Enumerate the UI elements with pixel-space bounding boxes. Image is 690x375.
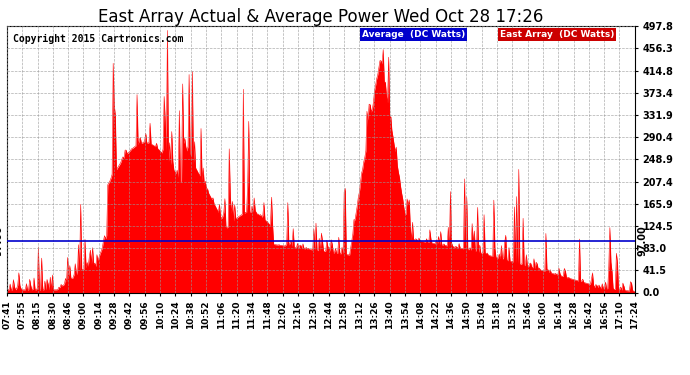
Text: East Array  (DC Watts): East Array (DC Watts) <box>500 30 614 39</box>
Title: East Array Actual & Average Power Wed Oct 28 17:26: East Array Actual & Average Power Wed Oc… <box>98 8 544 26</box>
Text: 97.00: 97.00 <box>638 225 648 256</box>
Text: Average  (DC Watts): Average (DC Watts) <box>362 30 465 39</box>
Text: 97.00: 97.00 <box>0 225 3 256</box>
Text: Copyright 2015 Cartronics.com: Copyright 2015 Cartronics.com <box>13 34 184 44</box>
